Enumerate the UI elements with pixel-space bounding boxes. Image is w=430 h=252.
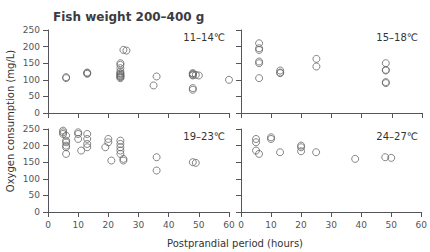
svg-text:150: 150 <box>23 58 40 68</box>
svg-text:40: 40 <box>163 220 175 230</box>
svg-text:19–23℃: 19–23℃ <box>183 131 225 142</box>
svg-text:60: 60 <box>416 220 428 230</box>
svg-text:100: 100 <box>23 75 40 85</box>
svg-text:50: 50 <box>29 91 41 101</box>
svg-text:200: 200 <box>23 141 40 151</box>
svg-text:Oxygen consumption (mg/L): Oxygen consumption (mg/L) <box>5 50 16 193</box>
svg-text:150: 150 <box>23 157 40 167</box>
svg-text:100: 100 <box>23 174 40 184</box>
svg-text:200: 200 <box>23 42 40 52</box>
svg-text:250: 250 <box>23 25 40 35</box>
svg-text:20: 20 <box>103 220 115 230</box>
svg-text:10: 10 <box>265 220 277 230</box>
svg-text:0: 0 <box>238 220 244 230</box>
svg-text:250: 250 <box>23 124 40 134</box>
svg-text:24–27℃: 24–27℃ <box>376 131 418 142</box>
svg-text:0: 0 <box>34 108 40 118</box>
svg-text:Postprandial period (hours): Postprandial period (hours) <box>167 238 303 249</box>
svg-text:Fish weight 200–400 g: Fish weight 200–400 g <box>53 10 204 24</box>
svg-text:40: 40 <box>355 220 367 230</box>
svg-text:60: 60 <box>223 220 235 230</box>
svg-text:10: 10 <box>72 220 84 230</box>
svg-text:15–18℃: 15–18℃ <box>376 32 418 43</box>
svg-text:50: 50 <box>29 190 41 200</box>
svg-text:0: 0 <box>45 220 51 230</box>
svg-text:30: 30 <box>133 220 145 230</box>
svg-text:30: 30 <box>325 220 337 230</box>
svg-text:50: 50 <box>193 220 205 230</box>
svg-text:50: 50 <box>386 220 398 230</box>
svg-text:0: 0 <box>34 207 40 217</box>
svg-text:11–14℃: 11–14℃ <box>183 32 225 43</box>
svg-text:20: 20 <box>295 220 307 230</box>
